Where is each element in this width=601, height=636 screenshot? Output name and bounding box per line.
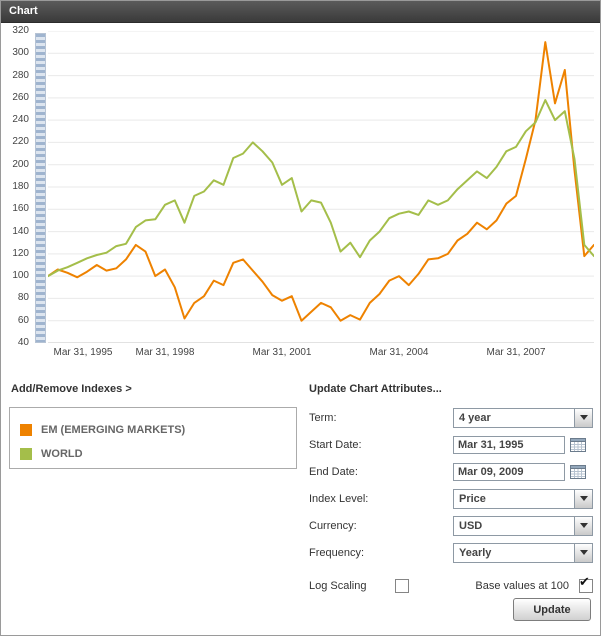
dropdown-arrow-icon[interactable]	[574, 543, 592, 562]
end-date-control	[453, 462, 593, 481]
x-axis-tick-label: Mar 31, 2001	[252, 347, 312, 358]
y-axis-tick-label: 200	[12, 158, 29, 170]
form-row-start-date: Start Date:	[309, 434, 593, 455]
x-axis-tick-label: Mar 31, 2004	[369, 347, 429, 358]
currency-label: Currency:	[309, 519, 357, 532]
form-row-term: Term: 4 year	[309, 407, 593, 428]
dropdown-arrow-icon[interactable]	[574, 408, 592, 427]
chart-area: 40 60 80 100 120 140 160 180 200 220 240 260 280 300 3…	[5, 25, 597, 367]
legend-label-em: EM (EMERGING MARKETS)	[41, 424, 186, 436]
legend-item-em: EM (EMERGING MARKETS)	[20, 418, 296, 442]
legend-label-world: WORLD	[41, 448, 83, 460]
y-axis: 40 60 80 100 120 140 160 180 200 220 240 260 280 300 3…	[5, 25, 31, 348]
frequency-value: Yearly	[459, 546, 492, 559]
index-level-label: Index Level:	[309, 492, 369, 505]
base-values-label: Base values at 100	[475, 579, 569, 592]
base-values-checkbox[interactable]: ✔	[579, 574, 593, 593]
y-axis-tick-label: 320	[12, 25, 29, 36]
end-date-label: End Date:	[309, 465, 358, 478]
term-label: Term:	[309, 411, 337, 424]
log-scaling-checkbox[interactable]: ✔	[395, 578, 409, 593]
log-scaling-label: Log Scaling	[309, 579, 367, 592]
y-axis-tick-label: 240	[12, 114, 29, 126]
attributes-heading: Update Chart Attributes...	[309, 383, 442, 395]
form-row-end-date: End Date:	[309, 461, 593, 482]
y-axis-tick-label: 260	[12, 91, 29, 103]
legend-item-world: WORLD	[20, 442, 296, 466]
x-axis: Mar 31, 1995 Mar 31, 1998 Mar 31, 2001 Mar …	[48, 347, 594, 361]
x-axis-tick-label: Mar 31, 1995	[53, 347, 113, 358]
dropdown-arrow-icon[interactable]	[574, 516, 592, 535]
y-axis-tick-label: 120	[12, 247, 29, 259]
y-axis-tick-label: 80	[17, 292, 29, 304]
form-row-currency: Currency: USD	[309, 515, 593, 536]
currency-value: USD	[459, 519, 483, 532]
add-remove-indexes-link[interactable]: Add/Remove Indexes >	[11, 383, 132, 395]
term-dropdown[interactable]: 4 year	[453, 407, 593, 428]
check-icon: ✔	[579, 573, 590, 589]
y-axis-tick-label: 100	[12, 270, 29, 282]
chart-legend: EM (EMERGING MARKETS) WORLD	[9, 407, 297, 469]
frequency-label: Frequency:	[309, 546, 365, 559]
legend-swatch	[20, 448, 32, 460]
dropdown-arrow-icon[interactable]	[574, 489, 592, 508]
y-axis-tick-label: 180	[12, 181, 29, 192]
y-axis-tick-label: 60	[17, 314, 29, 326]
widget-title: Chart	[9, 5, 38, 17]
x-axis-tick-label: Mar 31, 1998	[135, 347, 195, 358]
chart-range-slider[interactable]	[35, 33, 46, 343]
calendar-icon[interactable]	[570, 464, 586, 479]
end-date-input[interactable]	[453, 462, 565, 481]
y-axis-tick-label: 300	[12, 47, 29, 59]
widget-title-bar: Chart	[1, 1, 600, 23]
index-level-dropdown[interactable]: Price	[453, 488, 593, 509]
frequency-dropdown[interactable]: Yearly	[453, 542, 593, 563]
y-axis-tick-label: 160	[12, 203, 29, 215]
legend-swatch	[20, 424, 32, 436]
y-axis-tick-label: 220	[12, 136, 29, 148]
y-axis-tick-label: 140	[12, 225, 29, 237]
term-value: 4 year	[459, 411, 491, 424]
start-date-input[interactable]	[453, 435, 565, 454]
attributes-form: Term: 4 year Start Date: End Date	[309, 407, 593, 602]
start-date-control	[453, 435, 593, 454]
y-axis-tick-label: 280	[12, 69, 29, 81]
start-date-label: Start Date:	[309, 438, 362, 451]
form-row-checkboxes: Log Scaling ✔ Base values at 100 ✔	[309, 574, 593, 596]
y-axis-tick-label: 40	[17, 337, 29, 348]
form-row-index-level: Index Level: Price	[309, 488, 593, 509]
calendar-icon[interactable]	[570, 437, 586, 452]
update-button[interactable]: Update	[513, 598, 591, 621]
x-axis-tick-label: Mar 31, 2007	[486, 347, 546, 358]
chart-plot	[48, 31, 594, 343]
currency-dropdown[interactable]: USD	[453, 515, 593, 536]
index-level-value: Price	[459, 492, 486, 505]
form-row-frequency: Frequency: Yearly	[309, 542, 593, 563]
